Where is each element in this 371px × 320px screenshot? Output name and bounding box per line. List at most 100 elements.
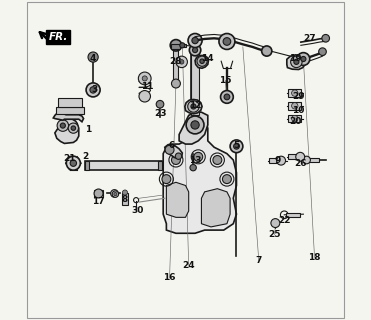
Circle shape [66, 156, 81, 170]
Bar [288, 89, 302, 97]
Bar [56, 107, 83, 114]
Circle shape [180, 43, 185, 48]
Bar [286, 212, 300, 217]
Polygon shape [53, 114, 83, 122]
Text: 4: 4 [90, 53, 96, 62]
Bar [94, 190, 103, 197]
Circle shape [171, 156, 180, 164]
Circle shape [223, 175, 232, 184]
Circle shape [234, 143, 239, 149]
Text: 6: 6 [168, 141, 174, 150]
Text: 26: 26 [294, 159, 306, 168]
Text: 14: 14 [201, 53, 214, 62]
Circle shape [162, 175, 171, 184]
Polygon shape [179, 112, 208, 144]
Text: 19: 19 [289, 53, 302, 62]
Text: 25: 25 [269, 230, 281, 239]
Text: 22: 22 [278, 216, 290, 225]
Circle shape [60, 123, 65, 128]
Polygon shape [55, 119, 79, 143]
Bar [122, 193, 128, 204]
Circle shape [191, 121, 199, 129]
Bar [269, 158, 282, 163]
Bar [85, 161, 162, 170]
Bar [85, 161, 89, 170]
Text: 29: 29 [292, 92, 305, 101]
Circle shape [68, 123, 78, 133]
Circle shape [170, 40, 182, 51]
Circle shape [57, 120, 69, 131]
Circle shape [322, 35, 329, 42]
Text: 16: 16 [163, 273, 176, 282]
Text: 27: 27 [303, 35, 316, 44]
Text: 21: 21 [63, 154, 75, 163]
Text: 7: 7 [256, 256, 262, 265]
Text: 8: 8 [122, 195, 128, 204]
Text: 9: 9 [275, 156, 281, 164]
Text: 18: 18 [308, 253, 321, 262]
Circle shape [86, 83, 100, 97]
Circle shape [301, 56, 306, 61]
Bar [158, 161, 162, 170]
Circle shape [176, 56, 187, 68]
Circle shape [192, 37, 198, 44]
Circle shape [114, 193, 117, 196]
Circle shape [303, 156, 311, 164]
Circle shape [70, 160, 76, 166]
Text: 11: 11 [141, 82, 154, 91]
Circle shape [277, 156, 286, 165]
Polygon shape [201, 189, 230, 227]
Circle shape [294, 59, 299, 64]
Circle shape [71, 126, 76, 130]
Circle shape [219, 34, 235, 50]
Polygon shape [185, 100, 202, 114]
Text: 12: 12 [189, 101, 201, 110]
Circle shape [188, 34, 202, 48]
Circle shape [186, 116, 204, 134]
Bar [191, 52, 199, 116]
Bar [182, 44, 187, 47]
Circle shape [194, 152, 203, 161]
Circle shape [189, 44, 201, 56]
Text: 20: 20 [289, 117, 302, 126]
Text: 23: 23 [154, 109, 166, 118]
Bar [171, 44, 180, 49]
Circle shape [138, 72, 151, 85]
Bar [288, 154, 301, 159]
Circle shape [292, 116, 298, 122]
Circle shape [88, 52, 98, 62]
Circle shape [112, 191, 119, 197]
Circle shape [94, 189, 103, 198]
Text: 28: 28 [170, 57, 182, 66]
Bar [58, 98, 82, 108]
Circle shape [156, 100, 164, 108]
Circle shape [319, 48, 326, 55]
Text: 30: 30 [132, 206, 144, 215]
Circle shape [180, 60, 184, 64]
Bar [173, 49, 178, 84]
Circle shape [193, 48, 198, 52]
Circle shape [111, 190, 118, 197]
Polygon shape [195, 55, 209, 68]
Polygon shape [163, 116, 236, 233]
Circle shape [292, 103, 298, 109]
Text: 2: 2 [82, 152, 88, 161]
Text: 17: 17 [92, 197, 104, 206]
Circle shape [292, 90, 298, 96]
Circle shape [271, 219, 280, 228]
Circle shape [290, 56, 302, 68]
Polygon shape [165, 144, 182, 158]
Circle shape [223, 38, 231, 45]
Polygon shape [287, 55, 305, 69]
Circle shape [175, 153, 182, 159]
Circle shape [190, 164, 196, 171]
Circle shape [200, 59, 204, 63]
Circle shape [122, 190, 128, 195]
Circle shape [191, 104, 196, 109]
Circle shape [90, 87, 96, 93]
Circle shape [296, 152, 305, 161]
Text: FR.: FR. [48, 32, 68, 42]
Bar [303, 158, 319, 162]
Circle shape [262, 46, 272, 56]
Circle shape [297, 52, 310, 65]
